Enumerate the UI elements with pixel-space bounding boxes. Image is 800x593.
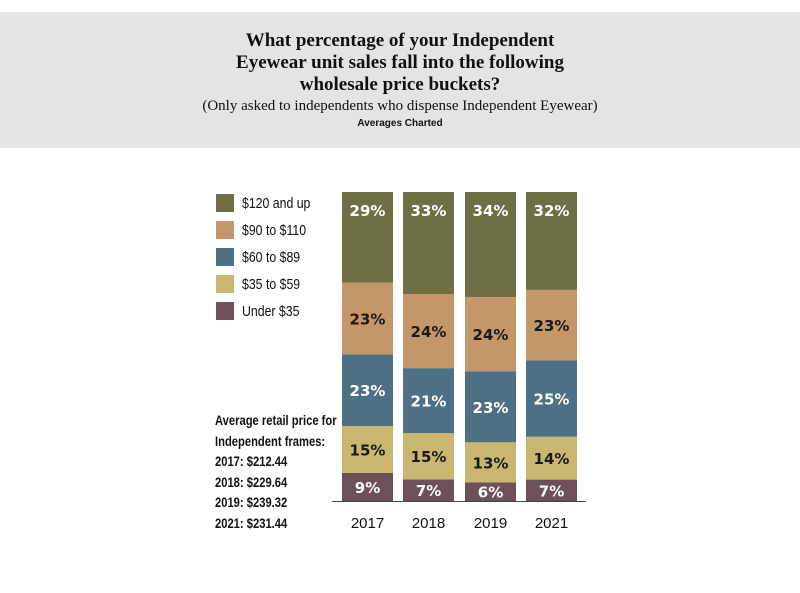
data-label: 13% — [473, 454, 509, 472]
x-tick-label: 2021 — [535, 515, 568, 532]
legend-label: $60 to $89 — [242, 248, 301, 266]
chart-header: What percentage of your Independent Eyew… — [0, 12, 800, 148]
data-label: 7% — [416, 482, 441, 500]
legend-item: $90 to $110 — [216, 220, 320, 240]
legend-swatch — [216, 221, 234, 239]
chart-title: What percentage of your Independent Eyew… — [0, 30, 800, 96]
x-tick-label: 2018 — [412, 515, 445, 532]
legend-item: $35 to $59 — [216, 274, 313, 294]
legend-item: $120 and up — [216, 193, 325, 213]
bar-segment — [465, 442, 516, 483]
data-label: 14% — [534, 450, 570, 468]
data-label: 33% — [411, 202, 447, 220]
bar-segment — [342, 192, 393, 283]
legend-label: $120 and up — [242, 194, 311, 212]
bar-segment — [342, 282, 393, 355]
bar-segment — [526, 192, 577, 290]
chart-note: Averages Charted — [357, 118, 443, 129]
data-label: 15% — [411, 448, 447, 466]
legend-label: $35 to $59 — [242, 275, 301, 293]
bar-segment — [403, 368, 454, 434]
bar-segment — [403, 479, 454, 501]
data-label: 7% — [539, 482, 564, 500]
bar-segment — [526, 436, 577, 480]
avg-heading: Independent frames: — [215, 432, 326, 449]
bar-segment — [403, 433, 454, 480]
x-tick-label: 2017 — [351, 515, 384, 532]
bar-segment — [403, 192, 454, 294]
bar-segment — [342, 472, 393, 501]
avg-heading: Average retail price for — [215, 412, 337, 428]
legend-swatch — [216, 275, 234, 293]
legend-label: Under $35 — [242, 302, 300, 320]
bar-segment — [465, 482, 516, 501]
bar-segment — [342, 426, 393, 473]
bar-segment — [465, 297, 516, 372]
bar-segment — [465, 192, 516, 298]
legend-item: $60 to $89 — [216, 247, 313, 267]
data-label: 23% — [473, 399, 509, 417]
data-label: 25% — [534, 391, 570, 409]
legend-swatch — [216, 248, 234, 266]
data-label: 34% — [473, 202, 509, 220]
title-line: What percentage of your Independent — [245, 30, 555, 51]
data-label: 21% — [411, 393, 447, 411]
data-label: 15% — [350, 442, 386, 460]
x-tick-label: 2019 — [474, 515, 507, 532]
avg-line: 2019: $239.32 — [215, 494, 288, 510]
title-line: Eyewear unit sales fall into the followi… — [236, 52, 564, 73]
data-label: 9% — [355, 479, 380, 497]
data-label: 29% — [350, 202, 386, 220]
legend-label: $90 to $110 — [242, 221, 307, 239]
data-label: 24% — [473, 326, 509, 344]
avg-line: 2017: $212.44 — [215, 453, 288, 469]
legend-item: Under $35 — [216, 301, 312, 321]
avg-line: 2018: $229.64 — [215, 473, 288, 490]
data-label: 32% — [534, 202, 570, 220]
bar-segment — [526, 479, 577, 501]
data-label: 24% — [411, 323, 447, 341]
data-label: 23% — [350, 310, 386, 328]
bar-segment — [526, 360, 577, 437]
data-label: 6% — [478, 484, 503, 502]
avg-line: 2021: $231.44 — [215, 514, 288, 531]
chart-subtitle: (Only asked to independents who dispense… — [202, 98, 598, 114]
data-label: 23% — [534, 317, 570, 335]
bar-segment — [342, 354, 393, 427]
data-label: 23% — [350, 382, 386, 400]
bar-segment — [465, 371, 516, 443]
average-retail-price-note: Average retail price for Independent fra… — [215, 410, 337, 533]
legend-swatch — [216, 302, 234, 320]
legend-swatch — [216, 194, 234, 212]
title-line: wholesale price buckets? — [299, 74, 501, 95]
bar-segment — [526, 289, 577, 361]
bar-segment — [403, 293, 454, 369]
